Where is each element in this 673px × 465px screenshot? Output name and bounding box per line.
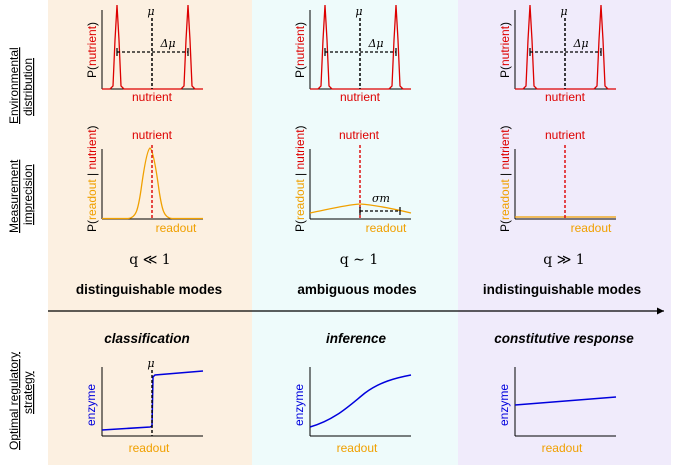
strategy-plot-2: readout enzyme [292, 367, 412, 455]
strategy-plot-1-y-label: enzyme [84, 384, 98, 426]
strategy-plot-3-x-label: readout [542, 441, 583, 455]
meas-plot-1: nutrient readout P(readout | nutrient) [85, 125, 203, 235]
strategy-plot-2-enzyme-curve [309, 374, 412, 428]
env-plot-2-delta-label: Δμ [367, 37, 383, 50]
meas-plot-2-x-label: readout [366, 221, 407, 235]
strategy-label-1: classification [104, 331, 190, 346]
meas-plot-3-x-label: readout [571, 221, 612, 235]
meas-plot-2-sigma-label: σm [372, 192, 390, 205]
env-plot-3-y-label: P(nutrient) [498, 22, 512, 78]
env-plot-2-x-label: nutrient [340, 90, 381, 104]
strategy-plot-2-x-label: readout [337, 441, 378, 455]
env-plot-1-x-label: nutrient [132, 90, 173, 104]
column-3-labels: q ≫ 1 indistinguishable modes constituti… [483, 252, 641, 346]
env-plot-1-mu-label: μ [147, 5, 154, 18]
column-2-labels: q ∼ 1 ambiguous modes inference [297, 252, 416, 346]
env-plot-2: μ Δμ nutrient P(nutrient) [293, 4, 411, 104]
env-plot-1: μ Δμ nutrient P(nutrient) [85, 4, 203, 104]
strategy-plot-1-mu-label: μ [147, 357, 154, 370]
strategy-plot-3: readout enzyme [497, 367, 617, 455]
q-label-1: q ≪ 1 [129, 252, 170, 268]
env-plot-3-delta-label: Δμ [572, 37, 588, 50]
mode-label-3: indistinguishable modes [483, 282, 641, 297]
row-label-measurement-2: imprecision [21, 164, 35, 225]
meas-plot-1-nutrient-label: nutrient [132, 128, 173, 142]
env-plot-2-y-label: P(nutrient) [293, 22, 307, 78]
meas-plot-1-x-label: readout [156, 221, 197, 235]
meas-plot-3-y-label: P(readout | nutrient) [498, 125, 512, 232]
mode-label-2: ambiguous modes [297, 282, 416, 297]
strategy-plot-2-y-label: enzyme [292, 384, 306, 426]
strategy-label-3: constitutive response [494, 331, 634, 346]
env-plot-1-delta-label: Δμ [159, 37, 175, 50]
row-label-environmental-2: distribution [21, 58, 35, 116]
meas-plot-1-readout-curve [102, 147, 203, 220]
env-plot-3-x-label: nutrient [545, 90, 586, 104]
panel-ambiguous [252, 0, 458, 465]
env-plot-1-y-label: P(nutrient) [85, 22, 99, 78]
panel-distinguishable [48, 0, 252, 465]
meas-plot-2-y-label: P(readout | nutrient) [293, 125, 307, 232]
meas-plot-2: σm nutrient readout P(readout | nutrient… [293, 125, 412, 235]
strategy-plot-3-enzyme-curve [514, 396, 617, 406]
env-plot-2-mu-label: μ [355, 5, 362, 18]
mode-label-1: distinguishable modes [76, 282, 222, 297]
strategy-plot-1-x-label: readout [129, 441, 170, 455]
strategy-plot-3-y-label: enzyme [497, 384, 511, 426]
q-label-2: q ∼ 1 [340, 252, 379, 268]
meas-plot-2-nutrient-label: nutrient [339, 128, 380, 142]
row-label-strategy-1: Optimal regulatory [7, 352, 21, 450]
row-label-environmental-1: Environmental [7, 47, 21, 124]
meas-plot-3: nutrient readout P(readout | nutrient) [498, 125, 616, 235]
env-plot-3: μ Δμ nutrient P(nutrient) [498, 4, 616, 104]
meas-plot-1-y-label: P(readout | nutrient) [85, 125, 99, 232]
strategy-label-2: inference [326, 331, 387, 346]
meas-plot-2-readout-curve [309, 203, 412, 214]
strategy-plot-1: μ readout enzyme [84, 357, 204, 455]
row-label-measurement-1: Measurement [7, 159, 21, 233]
row-label-strategy-2: strategy [21, 371, 35, 414]
panel-indistinguishable [458, 0, 671, 465]
column-1-labels: q ≪ 1 distinguishable modes classificati… [76, 252, 222, 346]
meas-plot-3-nutrient-label: nutrient [545, 128, 586, 142]
q-label-3: q ≫ 1 [543, 252, 584, 268]
env-plot-3-mu-label: μ [560, 5, 567, 18]
